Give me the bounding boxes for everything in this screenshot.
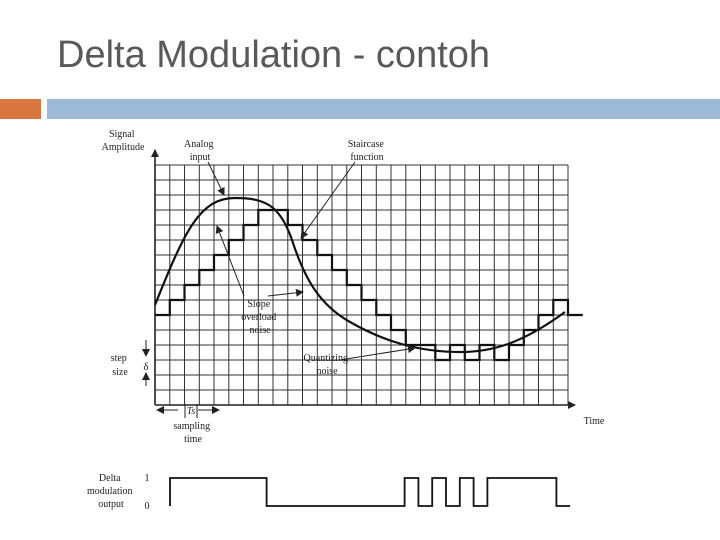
analog-input-curve (153, 196, 566, 354)
quantizing-arrow (339, 345, 416, 361)
delta-modulation-output (169, 477, 571, 507)
slide-title: Delta Modulation - contoh (57, 34, 491, 76)
staircase-arrow (300, 161, 356, 239)
analog-input-label: Analog input (184, 139, 216, 163)
accent-bar-orange (0, 99, 41, 119)
staircase-function (155, 208, 583, 362)
quantizing-noise-label: Quantizing noise (304, 353, 351, 377)
delta-symbol: δ (143, 361, 148, 373)
staircase-label: Staircase function (348, 139, 387, 163)
accent-bar-blue (47, 99, 720, 119)
slope-arrow-left (215, 225, 245, 297)
output-label: Delta modulation output (87, 473, 135, 510)
grid (155, 164, 569, 405)
sampling-time-label: sampling time (173, 421, 212, 445)
ts-symbol: Ts (187, 406, 196, 417)
output-low-label: 0 (145, 501, 150, 512)
output-high-label: 1 (145, 473, 150, 484)
x-axis-label: Time (584, 416, 605, 427)
y-axis-label: Signal Amplitude (102, 129, 145, 153)
analog-input-arrow (207, 161, 225, 196)
slope-arrow-right (267, 288, 304, 297)
step-size-label: step size (111, 353, 130, 378)
slope-overload-label: Slope overload noise (241, 299, 279, 336)
